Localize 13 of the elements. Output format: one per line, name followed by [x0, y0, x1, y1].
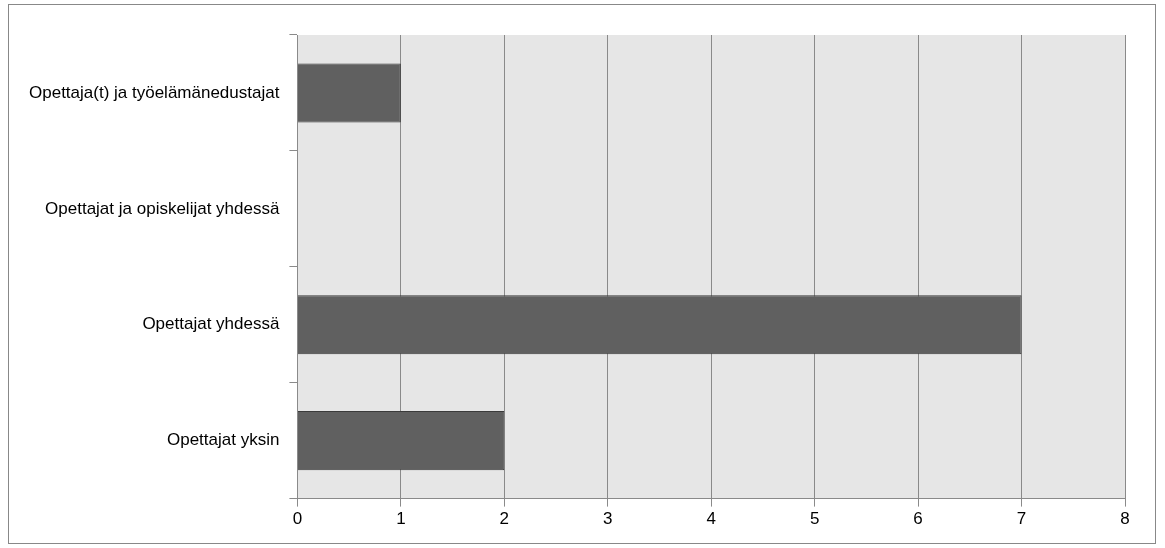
x-tick-label: 2	[499, 509, 510, 529]
x-tick-label: 4	[706, 509, 716, 529]
x-tick-label: 8	[1120, 509, 1130, 529]
x-tick-label: 6	[913, 509, 923, 529]
x-tick-label: 0	[292, 509, 303, 529]
x-tick-label: 5	[809, 509, 820, 529]
x-tick-label: 3	[603, 509, 613, 529]
y-tick-label: Opettaja(t) ja työelämänedustajat	[29, 82, 280, 102]
y-tick-label: Opettajat yhdessä	[142, 314, 280, 334]
y-tick-label: Opettajat yksin	[166, 430, 280, 450]
x-tick-label: 7	[1016, 509, 1027, 529]
y-tick-label: Opettajat ja opiskelijat yhdessä	[45, 198, 280, 218]
x-tick-label: 1	[396, 509, 406, 529]
